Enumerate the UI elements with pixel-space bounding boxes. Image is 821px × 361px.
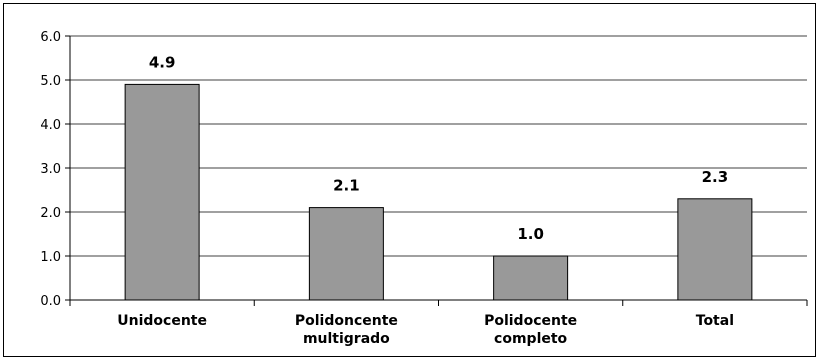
data-label: 2.1 (333, 177, 360, 195)
data-label: 1.0 (517, 225, 544, 243)
y-tick-label: 4.0 (40, 118, 61, 133)
bar (677, 198, 753, 301)
y-tick-label: 1.0 (40, 250, 61, 265)
y-tick-label: 5.0 (40, 74, 61, 89)
category-label: Unidocente (117, 313, 207, 329)
y-tick-label: 2.0 (40, 206, 61, 221)
y-tick-label: 6.0 (40, 30, 61, 45)
category-label: completo (494, 331, 568, 347)
category-label: Polidoncente (295, 313, 398, 329)
y-tick-label: 3.0 (40, 162, 61, 177)
bar (308, 207, 384, 301)
category-label: multigrado (303, 331, 390, 347)
category-label: Total (696, 313, 734, 329)
data-label: 2.3 (702, 168, 729, 186)
data-label: 4.9 (149, 53, 176, 71)
bar (124, 83, 200, 301)
y-tick-label: 0.0 (40, 294, 61, 309)
category-label: Polidocente (484, 313, 577, 329)
bar (493, 255, 569, 301)
